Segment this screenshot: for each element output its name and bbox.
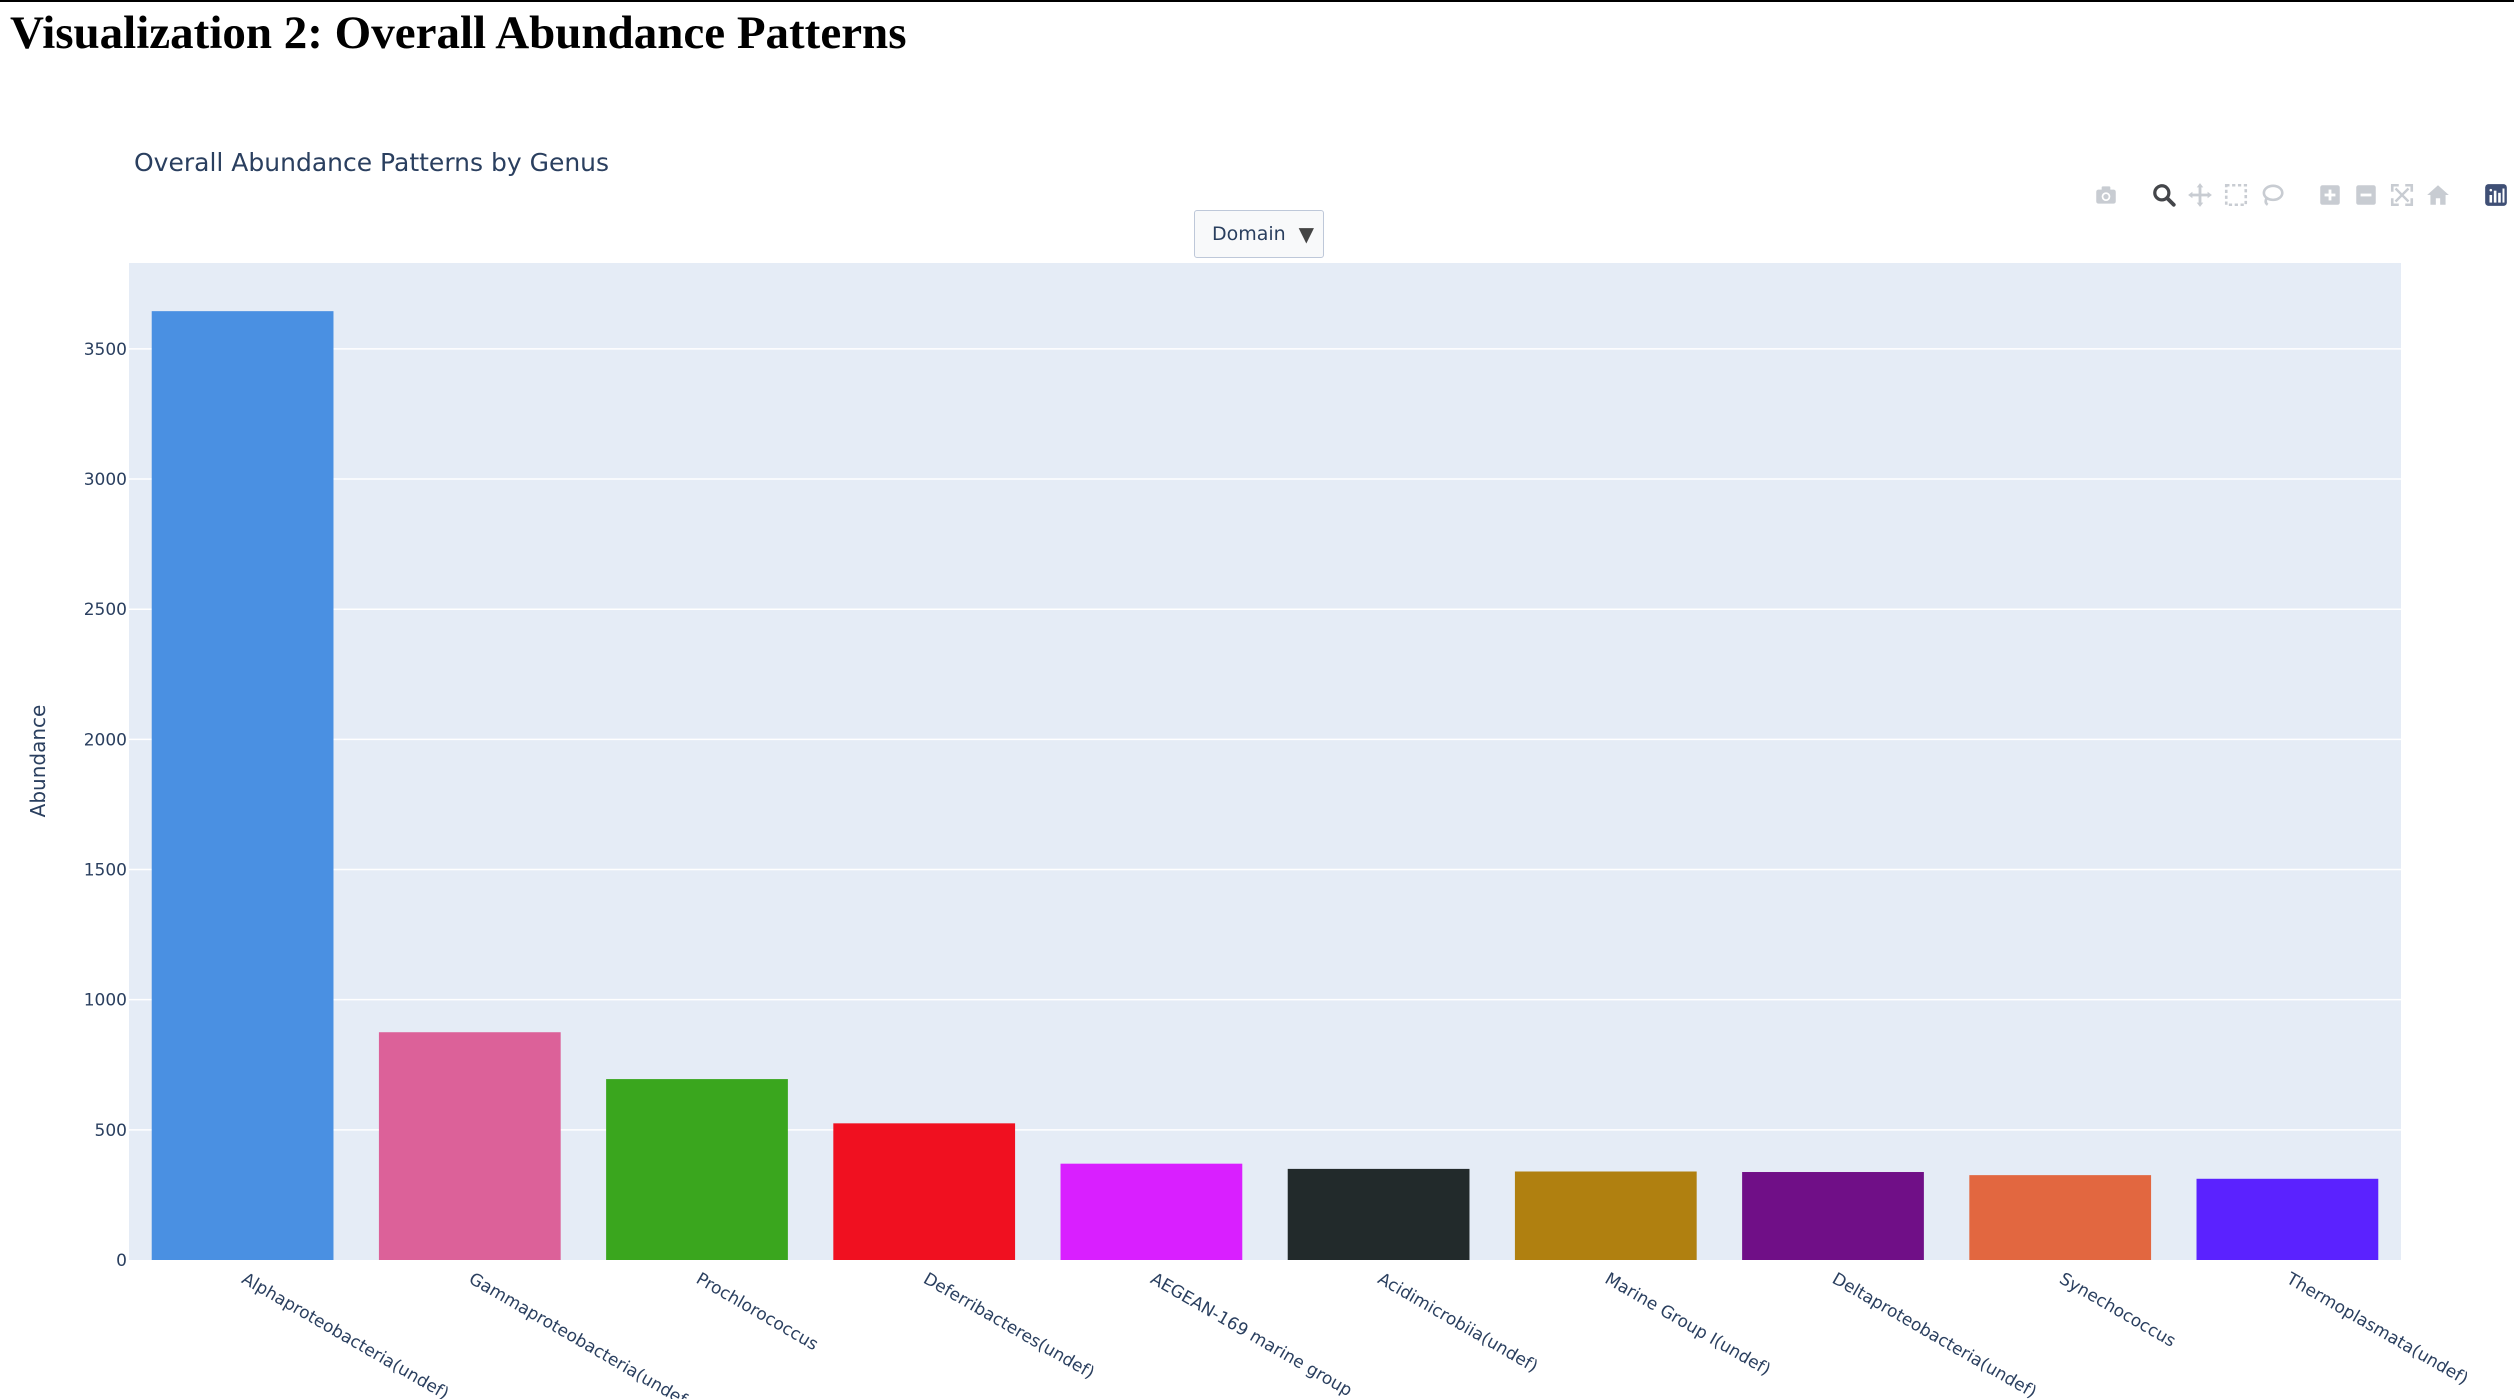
box-select-icon[interactable]: [2218, 178, 2254, 212]
bar-deltaproteobacteria-undef[interactable]: [1742, 1172, 1924, 1260]
y-tick-label: 0: [116, 1251, 127, 1271]
domain-dropdown[interactable]: Domain ▼: [1194, 210, 1324, 258]
plot-container: 0 500 1000 1500 2000 2500 3000 3500 Alphaproteo…: [0, 82, 2514, 1399]
modebar-group-logo: [2478, 178, 2514, 212]
x-tick-label: Thermoplasmata(undef): [2282, 1269, 2471, 1390]
pan-icon[interactable]: [2182, 178, 2218, 212]
modebar-group-drag: [2146, 178, 2290, 212]
lasso-icon[interactable]: [2254, 178, 2290, 212]
bar-thermoplasmata-undef[interactable]: [2196, 1178, 2379, 1260]
x-tick-label: Prochlorococcus: [693, 1269, 822, 1355]
bar-gammaproteobacteria-undef[interactable]: [378, 1032, 561, 1260]
bar-alphaproteobacteria-undef[interactable]: [151, 311, 334, 1260]
y-axis-title: Abundance: [26, 705, 50, 818]
y-tick-label: 2500: [84, 600, 127, 620]
autoscale-icon[interactable]: [2384, 178, 2420, 212]
y-tick-label: 500: [95, 1121, 127, 1141]
reset-axes-icon[interactable]: [2420, 178, 2456, 212]
y-tick-label: 2000: [84, 730, 127, 750]
x-tick-label: Acidimicrobiia(undef): [1374, 1269, 1541, 1377]
x-tick-label: Gammaproteobacteria(undef…: [465, 1269, 704, 1399]
y-tick-label: 3500: [84, 340, 127, 360]
bars: [151, 311, 2379, 1260]
zoom-in-icon[interactable]: [2312, 178, 2348, 212]
y-tick-label: 1500: [84, 861, 127, 881]
x-tick-label: Synechococcus: [2056, 1269, 2179, 1352]
y-tick-label: 1000: [84, 991, 127, 1011]
modebar: [2066, 178, 2514, 212]
camera-icon[interactable]: [2088, 178, 2124, 212]
x-tick-label: Deltaproteobacteria(undef): [1829, 1269, 2040, 1399]
modebar-group-zoom: [2312, 178, 2456, 212]
x-tick-label: Deferribacteres(undef): [920, 1269, 1098, 1383]
dropdown-selected-label: Domain: [1212, 223, 1286, 245]
plotly-logo-icon[interactable]: [2478, 178, 2514, 212]
x-tick-labels: Alphaproteobacteria(undef) Gammaproteobac…: [238, 1269, 2471, 1399]
bar-chart: 0 500 1000 1500 2000 2500 3000 3500 Alphaproteo…: [26, 148, 2471, 1399]
modebar-group-export: [2088, 178, 2124, 212]
x-tick-label: Marine Group I(undef): [1601, 1269, 1774, 1380]
y-tick-labels: 0 500 1000 1500 2000 2500 3000 3500: [84, 340, 127, 1271]
bar-prochlorococcus[interactable]: [606, 1079, 788, 1260]
chart-title: Overall Abundance Patterns by Genus: [134, 148, 609, 177]
bar-acidimicrobiia-undef[interactable]: [1287, 1168, 1470, 1260]
page-heading: Visualization 2: Overall Abundance Patte…: [10, 7, 907, 59]
y-tick-label: 3000: [84, 470, 127, 490]
chevron-down-icon: ▼: [1298, 222, 1314, 246]
x-tick-label: Alphaproteobacteria(undef): [238, 1269, 452, 1399]
bar-marine-group-i-undef[interactable]: [1514, 1171, 1697, 1260]
x-tick-label: AEGEAN-169 marine group: [1147, 1269, 1356, 1399]
zoom-out-icon[interactable]: [2348, 178, 2384, 212]
bar-deferribacteres-undef[interactable]: [833, 1123, 1016, 1260]
bar-aegean-169-marine-group[interactable]: [1060, 1163, 1243, 1260]
bar-synechococcus[interactable]: [1969, 1175, 2152, 1260]
zoom-icon[interactable]: [2146, 178, 2182, 212]
